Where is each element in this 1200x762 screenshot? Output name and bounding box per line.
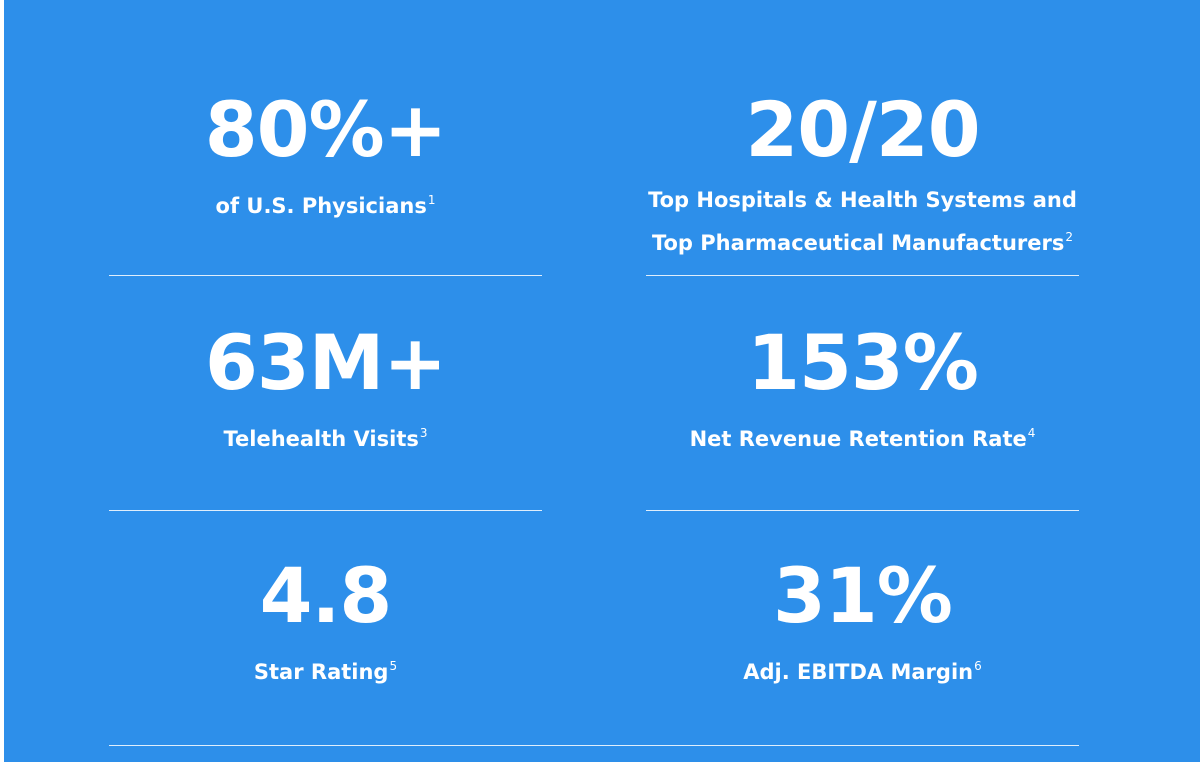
label-text: Top Hospitals & Health Systems and [648, 188, 1077, 212]
label-text: Telehealth Visits [223, 427, 419, 451]
stat: 63M+ Telehealth Visits3 [109, 325, 542, 458]
label-text: Adj. EBITDA Margin [743, 660, 974, 684]
stat: 80%+ of U.S. Physicians1 [109, 92, 542, 225]
stat-value: 80%+ [204, 85, 448, 174]
label-line: Top Hospitals & Health Systems and [646, 182, 1079, 219]
label-text: Star Rating [253, 660, 389, 684]
stat: 20/20 Top Hospitals & Health Systems and T… [646, 92, 1079, 262]
stat-label: Adj. EBITDA Margin6 [646, 648, 1079, 691]
label-line: Top Pharmaceutical Manufacturers2 [646, 219, 1079, 262]
stats-panel: 80%+ of U.S. Physicians1 20/20 Top Hospital… [4, 0, 1200, 762]
stat-label: Top Hospitals & Health Systems and Top Ph… [646, 182, 1079, 262]
stat: 31% Adj. EBITDA Margin6 [646, 558, 1079, 691]
footnote-marker: 5 [389, 659, 398, 673]
footnote-marker: 1 [427, 193, 436, 207]
stat: 153% Net Revenue Retention Rate4 [646, 325, 1079, 458]
stat-value: 153% [747, 318, 979, 407]
divider [646, 275, 1079, 276]
divider [109, 510, 542, 511]
stat-value: 4.8 [259, 551, 393, 640]
stat: 4.8 Star Rating5 [109, 558, 542, 691]
label-line: Star Rating5 [109, 648, 542, 691]
divider [646, 510, 1079, 511]
stat-label: Telehealth Visits3 [109, 415, 542, 458]
footnote-marker: 3 [419, 426, 428, 440]
divider [109, 745, 1079, 746]
stat-value: 63M+ [204, 318, 447, 407]
label-text: of U.S. Physicians [215, 194, 427, 218]
label-line: of U.S. Physicians1 [109, 182, 542, 225]
stat-label: of U.S. Physicians1 [109, 182, 542, 225]
label-line: Adj. EBITDA Margin6 [646, 648, 1079, 691]
label-line: Telehealth Visits3 [109, 415, 542, 458]
footnote-marker: 2 [1065, 230, 1074, 244]
label-line: Net Revenue Retention Rate4 [646, 415, 1079, 458]
stat-label: Net Revenue Retention Rate4 [646, 415, 1079, 458]
stat-value: 31% [773, 551, 953, 640]
divider [109, 275, 542, 276]
stat-value: 20/20 [745, 85, 980, 174]
stat-label: Star Rating5 [109, 648, 542, 691]
footnote-marker: 4 [1027, 426, 1036, 440]
label-text: Net Revenue Retention Rate [689, 427, 1027, 451]
footnote-marker: 6 [974, 659, 982, 673]
label-text: Top Pharmaceutical Manufacturers [651, 231, 1065, 255]
